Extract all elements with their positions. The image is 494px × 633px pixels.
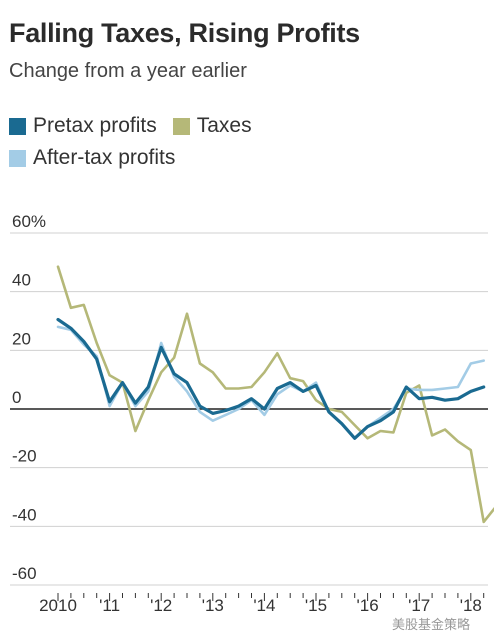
x-tick-label: '16 [357,596,379,615]
legend-item-after-tax-profits: After-tax profits [9,146,175,170]
y-tick-label: -20 [12,447,37,466]
legend: Pretax profits Taxes After-tax profits [9,110,268,174]
legend-label-taxes: Taxes [196,114,252,137]
legend-row-1: Pretax profits Taxes [9,110,268,142]
x-tick-label: '11 [99,596,120,615]
legend-row-2: After-tax profits [9,142,268,174]
legend-item-pretax-profits: Pretax profits [9,114,157,138]
x-tick-label: '17 [408,596,430,615]
x-tick-label: '12 [150,596,172,615]
watermark: 美股基金策略 [392,614,471,633]
x-tick-label: '15 [305,596,327,615]
legend-swatch-pretax-profits [9,117,26,135]
series-line-taxes [56,265,494,524]
legend-label-pretax-profits: Pretax profits [33,114,157,137]
x-tick-label: '14 [253,596,275,615]
y-tick-label: 20 [12,329,31,348]
y-tick-label: 40 [12,271,31,290]
chart-title: Falling Taxes, Rising Profits [9,18,360,48]
legend-swatch-after-tax-profits [9,149,26,167]
x-tick-label: 2010 [39,596,77,615]
chart-subtitle: Change from a year earlier [9,60,247,82]
y-tick-label: 60% [12,212,46,231]
x-tick-label: '13 [202,596,224,615]
legend-item-taxes: Taxes [172,114,252,138]
y-tick-label: -40 [12,505,37,524]
legend-swatch-taxes [172,117,190,135]
x-tick-label: '18 [460,596,482,615]
y-tick-label: 0 [12,388,21,407]
legend-label-after-tax-profits: After-tax profits [33,146,176,169]
y-tick-label: -60 [12,564,37,583]
series-line-pretax-profits [56,317,486,440]
